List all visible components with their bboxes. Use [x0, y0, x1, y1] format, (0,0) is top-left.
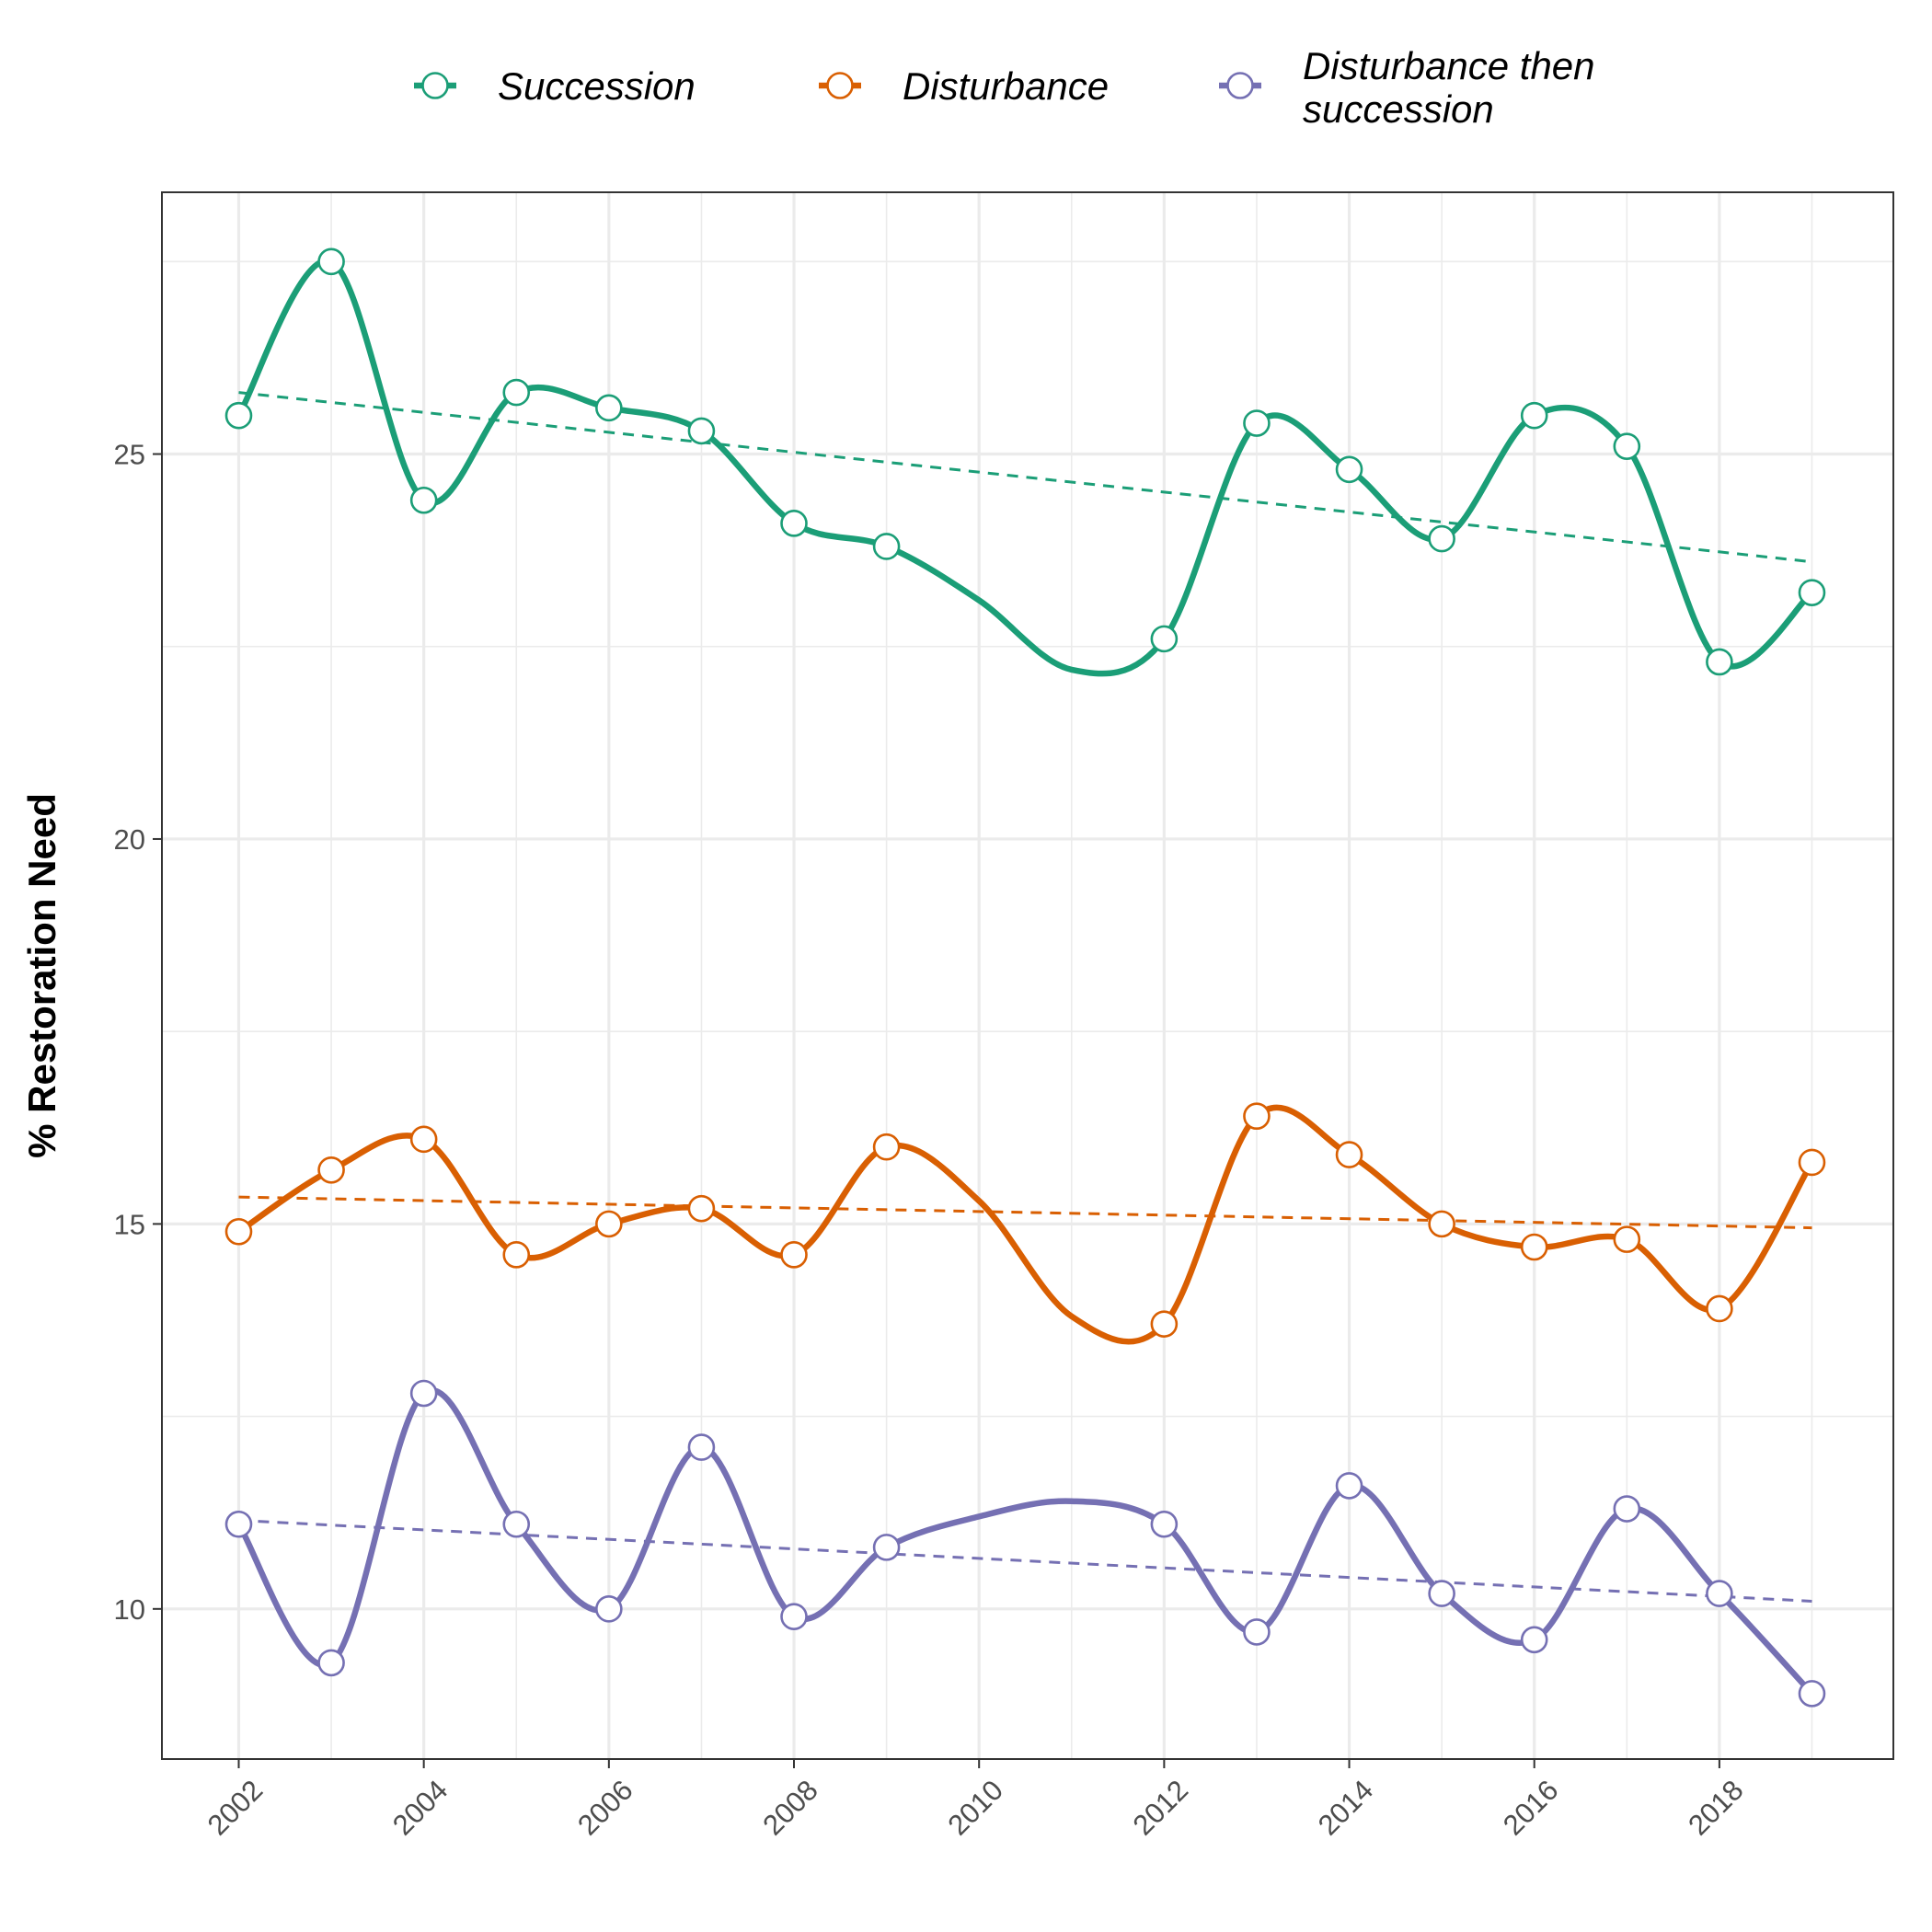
data-point-disturbance-then-succession [1520, 1626, 1548, 1654]
data-point-succession [872, 533, 901, 560]
grid [162, 192, 1893, 1759]
legend-label-line: Disturbance then [1303, 44, 1595, 87]
data-point-succession [1706, 648, 1733, 676]
data-point-disturbance [224, 1217, 253, 1246]
legend-key-point [1226, 72, 1254, 99]
x-tick-label: 2004 [386, 1774, 454, 1842]
data-point-succession [1520, 401, 1548, 430]
data-point-disturbance [317, 1156, 345, 1184]
data-point-disturbance [409, 1125, 438, 1154]
data-point-disturbance [872, 1133, 901, 1161]
panel-background [162, 192, 1893, 1759]
data-point-succession [595, 394, 623, 422]
data-point-disturbance-then-succession [1706, 1580, 1733, 1607]
data-point-succession [1798, 579, 1826, 606]
y-tick-label: 25 [114, 439, 145, 471]
data-point-disturbance-then-succession [780, 1603, 808, 1630]
legend-key-point [826, 72, 854, 99]
data-point-disturbance [1150, 1310, 1179, 1338]
data-point-succession [1428, 524, 1455, 553]
trend-line-succession [238, 391, 1812, 564]
data-point-succession [780, 510, 808, 537]
x-tick-label: 2016 [1497, 1774, 1565, 1842]
x-tick-label: 2002 [201, 1774, 270, 1842]
x-tick-label: 2010 [941, 1774, 1009, 1842]
y-axis-label: % Restoration Need [20, 793, 63, 1158]
data-point-disturbance [1243, 1102, 1271, 1131]
x-axis: 2002 2004 2006 2008 2010 2012 2014 2016 2018 [201, 1759, 1750, 1842]
data-point-succession [687, 417, 716, 445]
data-point-disturbance-then-succession [595, 1595, 623, 1623]
x-tick-label: 2012 [1127, 1774, 1195, 1842]
data-point-disturbance [1798, 1148, 1826, 1177]
y-axis: 10 15 20 25 [114, 439, 162, 1626]
data-points [224, 247, 1826, 1708]
x-tick-label: 2006 [571, 1774, 639, 1842]
legend-item-disturbance-then-succession: Disturbance then succession [1219, 44, 1595, 131]
legend-label-line: Disturbance [903, 64, 1109, 108]
data-point-disturbance-then-succession [224, 1510, 253, 1538]
legend-label-line: Succession [498, 64, 696, 108]
data-point-disturbance [1706, 1294, 1733, 1323]
x-tick-label: 2018 [1682, 1774, 1750, 1842]
data-point-succession [1335, 455, 1363, 484]
data-point-succession [502, 378, 531, 407]
legend-label: Disturbance then succession [1303, 44, 1595, 131]
data-point-disturbance [780, 1241, 808, 1269]
data-point-disturbance-then-succession [1243, 1618, 1271, 1646]
y-tick-label: 15 [114, 1208, 145, 1240]
data-point-disturbance-then-succession [409, 1379, 438, 1408]
data-point-disturbance-then-succession [1798, 1680, 1826, 1708]
legend-label: Disturbance [903, 64, 1109, 108]
data-point-disturbance-then-succession [317, 1649, 345, 1677]
data-point-disturbance-then-succession [1150, 1510, 1179, 1538]
data-point-disturbance [1335, 1141, 1363, 1168]
panel-border [161, 191, 1894, 1760]
legend-label-line: succession [1303, 87, 1494, 131]
legend: Succession Disturbance Disturbance then suc… [414, 44, 1595, 131]
data-point-disturbance-then-succession [502, 1510, 531, 1538]
data-point-disturbance [502, 1241, 531, 1269]
x-tick-label: 2008 [756, 1774, 824, 1842]
data-point-disturbance-then-succession [1335, 1472, 1363, 1500]
data-point-disturbance-then-succession [872, 1534, 901, 1561]
legend-item-succession: Succession [414, 64, 696, 108]
data-point-disturbance [1428, 1210, 1455, 1238]
data-point-disturbance-then-succession [1428, 1580, 1455, 1607]
data-point-disturbance [687, 1194, 716, 1223]
data-point-succession [409, 486, 438, 514]
data-point-succession [1150, 625, 1179, 653]
data-point-succession [1243, 409, 1271, 437]
data-point-succession [317, 247, 345, 276]
data-point-disturbance-then-succession [1613, 1495, 1641, 1523]
y-tick-label: 20 [114, 823, 145, 856]
trend-lines [238, 391, 1812, 1603]
legend-label: Succession [498, 64, 696, 108]
data-point-succession [224, 401, 253, 430]
legend-item-disturbance: Disturbance [819, 64, 1109, 108]
y-tick-label: 10 [114, 1593, 145, 1626]
data-point-disturbance-then-succession [687, 1433, 716, 1461]
data-point-disturbance [595, 1210, 623, 1238]
legend-key-point [421, 72, 449, 99]
data-point-disturbance [1520, 1233, 1548, 1261]
data-point-disturbance [1613, 1225, 1641, 1253]
data-point-succession [1613, 432, 1641, 460]
series-line-succession [236, 258, 1815, 677]
x-tick-label: 2014 [1312, 1774, 1380, 1842]
